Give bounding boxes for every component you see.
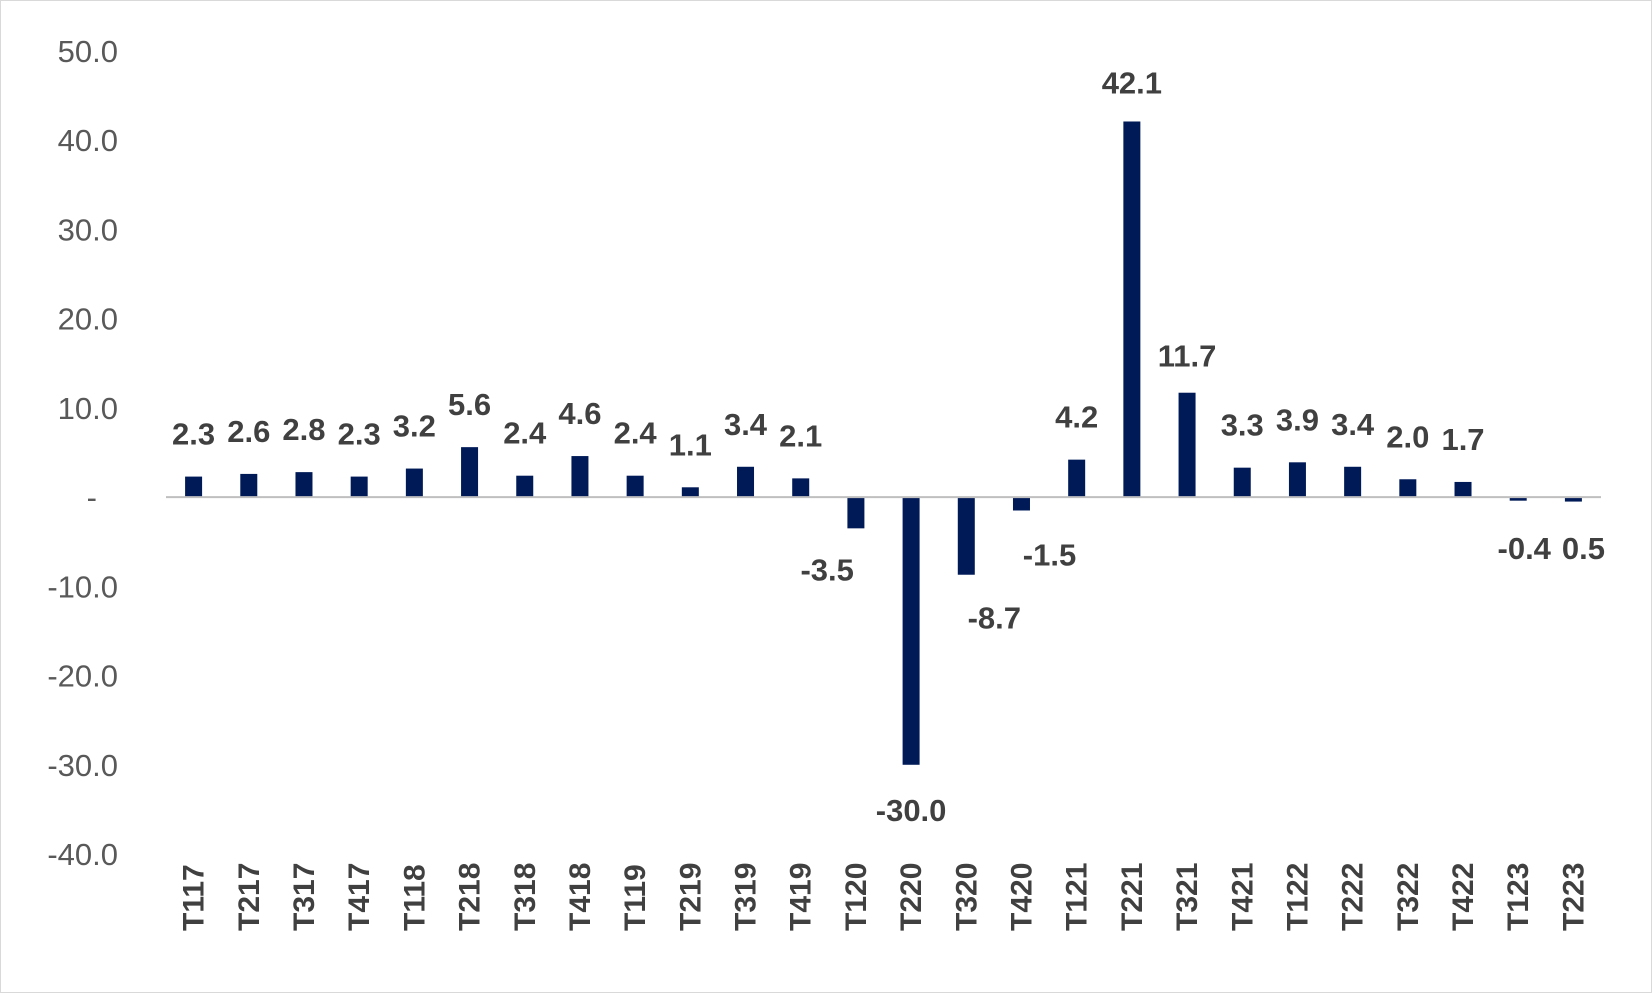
x-tick-label: T320 (950, 863, 983, 931)
bar-t420 (1012, 497, 1030, 511)
x-tick-label: T118 (398, 864, 431, 931)
x-tick-label: T321 (1171, 863, 1204, 931)
bar-t419 (792, 478, 810, 498)
bar-t219 (681, 487, 699, 498)
y-tick-label: -40.0 (47, 837, 118, 872)
bar-t418 (571, 456, 589, 498)
y-tick-label: 40.0 (58, 123, 118, 158)
y-tick-label: 10.0 (58, 391, 118, 426)
data-label-t320: -8.7 (968, 601, 1021, 636)
data-label-t422: 1.7 (1441, 422, 1484, 457)
data-label-t419: 2.1 (779, 418, 822, 453)
x-tick-label: T217 (233, 863, 266, 931)
x-tick-label: T417 (343, 863, 376, 931)
data-label-t118: 3.2 (393, 409, 436, 444)
y-axis-ticks: 50.0 40.0 30.0 20.0 10.0 - -10.0 -20.0 -30.0 -40.… (47, 34, 118, 872)
bar-t218 (461, 447, 479, 498)
x-tick-label: T219 (674, 863, 707, 931)
bar-t320 (957, 497, 975, 575)
y-tick-label: - (87, 480, 97, 515)
data-label-t322: 2.0 (1386, 419, 1429, 454)
bar-t322 (1399, 479, 1417, 498)
x-tick-label: T218 (454, 863, 487, 931)
x-tick-label: T122 (1281, 863, 1314, 931)
x-tick-label: T121 (1061, 863, 1094, 931)
y-tick-label: 30.0 (58, 212, 118, 247)
x-tick-label: T322 (1392, 863, 1425, 931)
bars (185, 121, 1582, 765)
data-labels: 2.3 2.6 2.8 2.3 3.2 5.6 2.4 4.6 2.4 1.1 3.4 2.1 -3.5… (172, 65, 1605, 827)
data-label-t119: 2.4 (614, 416, 658, 451)
data-label-t317: 2.8 (282, 412, 325, 447)
bar-t121 (1068, 459, 1086, 498)
bar-t319 (737, 466, 755, 498)
y-tick-label: 20.0 (58, 302, 118, 337)
bar-t217 (240, 473, 258, 498)
x-tick-label: T418 (564, 863, 597, 931)
y-tick-label: 50.0 (58, 34, 118, 69)
data-label-t217: 2.6 (227, 414, 270, 449)
data-label-t117: 2.3 (172, 417, 215, 452)
x-tick-label: T119 (619, 864, 652, 931)
x-tick-label: T220 (895, 863, 928, 931)
x-tick-label: T420 (1005, 863, 1038, 931)
bar-t122 (1288, 462, 1306, 498)
data-label-t222: 3.4 (1331, 407, 1375, 442)
bar-t120 (847, 497, 865, 529)
x-tick-label: T117 (178, 864, 211, 931)
data-label-t122: 3.9 (1276, 402, 1319, 437)
y-tick-label: -30.0 (47, 748, 118, 783)
bar-t222 (1344, 466, 1362, 498)
data-label-t421: 3.3 (1221, 408, 1264, 443)
data-label-t221: 42.1 (1102, 65, 1162, 100)
y-tick-label: -10.0 (47, 569, 118, 604)
bar-t421 (1233, 467, 1251, 498)
data-label-t123: -0.4 (1498, 531, 1552, 566)
data-label-t418: 4.6 (558, 396, 601, 431)
x-tick-label: T419 (785, 863, 818, 931)
y-tick-label: -20.0 (47, 659, 118, 694)
data-label-t321: 11.7 (1158, 339, 1217, 374)
x-tick-label: T317 (288, 863, 321, 931)
bar-t417 (350, 476, 368, 498)
x-tick-label: T221 (1116, 863, 1149, 931)
data-label-t218: 5.6 (448, 387, 491, 422)
bar-t220 (902, 497, 920, 765)
data-label-t219: 1.1 (669, 427, 712, 462)
data-label-t223: 0.5 (1562, 531, 1605, 566)
data-label-t417: 2.3 (338, 417, 381, 452)
bar-t221 (1123, 121, 1141, 498)
data-label-t420: -1.5 (1023, 537, 1076, 572)
bar-t119 (626, 475, 644, 498)
x-tick-label: T123 (1502, 863, 1535, 931)
x-tick-label: T222 (1337, 863, 1370, 931)
x-axis-ticks: T117 T217 T317 T417 T118 T218 T318 T418 T119 T219… (178, 863, 1591, 931)
x-tick-label: T318 (509, 863, 542, 931)
x-tick-label: T223 (1557, 863, 1590, 931)
x-tick-label: T422 (1447, 863, 1480, 931)
data-label-t319: 3.4 (724, 407, 768, 442)
data-label-t120: -3.5 (800, 552, 853, 587)
data-label-t220: -30.0 (876, 793, 947, 828)
data-label-t318: 2.4 (503, 416, 547, 451)
x-tick-label: T421 (1226, 863, 1259, 931)
x-tick-label: T319 (730, 863, 763, 931)
bar-t318 (516, 475, 534, 498)
bar-t422 (1454, 481, 1472, 498)
bar-t223 (1564, 497, 1582, 502)
x-tick-label: T120 (840, 863, 873, 931)
bar-t123 (1509, 497, 1527, 501)
bar-t117 (185, 476, 203, 498)
bar-t321 (1178, 392, 1196, 498)
bar-t118 (405, 468, 423, 498)
bar-t317 (295, 472, 313, 498)
data-label-t121: 4.2 (1055, 400, 1098, 435)
